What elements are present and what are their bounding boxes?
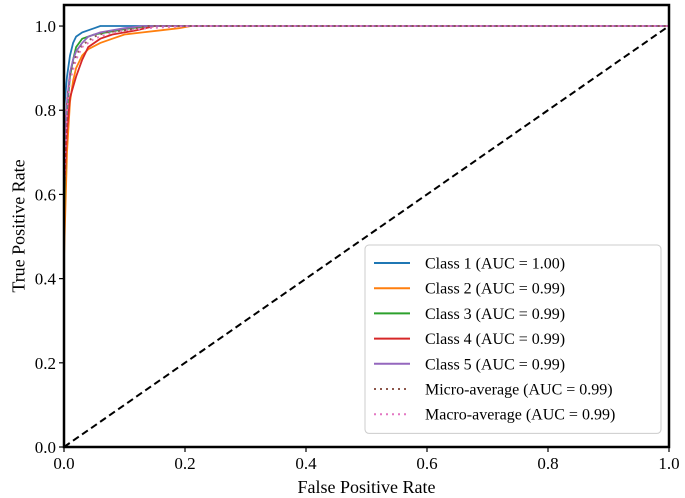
series-line-class-2: [63, 25, 669, 447]
x-tick-label: 1.0: [658, 454, 679, 473]
series-line-macro-average: [63, 25, 669, 447]
plot-frame: [62, 3, 671, 449]
legend-box: [364, 244, 662, 434]
series-line-class-4: [63, 25, 669, 447]
x-tick-label: 0.6: [416, 454, 437, 473]
legend-label: Class 1 (AUC = 1.00): [425, 256, 565, 273]
y-tick-label: 0.8: [35, 101, 56, 120]
x-tick-label: 0.0: [53, 454, 74, 473]
legend-label: Class 4 (AUC = 0.99): [425, 331, 565, 348]
y-tick-label: 0.4: [35, 270, 57, 289]
legend-label: Class 5 (AUC = 0.99): [425, 356, 565, 373]
y-tick-label: 0.0: [35, 438, 56, 457]
y-axis-title: True Positive Rate: [8, 159, 28, 292]
axis-ticks: 0.0 0.2 0.4 0.6 0.8 1.0 0.0 0.2 0.4 0.6 0.8 1.0: [35, 17, 680, 473]
series-line-chance: [63, 25, 670, 448]
x-tick-label: 0.4: [295, 454, 317, 473]
legend-label: Macro-average (AUC = 0.99): [425, 407, 615, 424]
series-line-class-1: [63, 25, 669, 447]
x-tick-label: 0.8: [537, 454, 558, 473]
series-line-class-5: [63, 25, 669, 447]
y-tick-label: 0.6: [35, 185, 56, 204]
legend-label: Class 2 (AUC = 0.99): [425, 281, 565, 298]
x-axis-title: False Positive Rate: [298, 477, 436, 497]
x-tick-label: 0.2: [174, 454, 195, 473]
y-tick-label: 1.0: [35, 17, 56, 36]
legend: Class 1 (AUC = 1.00) Class 2 (AUC = 0.99)…: [364, 244, 662, 434]
plot-area: [63, 25, 670, 448]
legend-label: Class 3 (AUC = 0.99): [425, 306, 565, 323]
legend-label: Micro-average (AUC = 0.99): [425, 382, 613, 399]
y-tick-label: 0.2: [35, 354, 56, 373]
